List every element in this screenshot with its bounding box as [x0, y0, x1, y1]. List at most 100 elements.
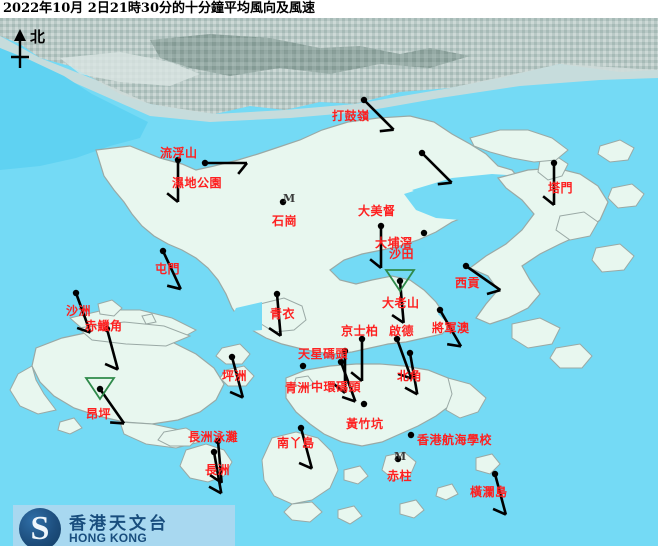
wind-barb-tuen-mun: [159, 247, 182, 291]
cheung-chau-north: [157, 427, 201, 447]
barb-tick: [166, 192, 179, 204]
station-dot: [418, 149, 426, 157]
barb-tick: [229, 390, 244, 399]
wind-barb-stanley: [394, 455, 402, 463]
tuen-mun-bay: [130, 260, 186, 284]
station-label-tuen-mun: 屯門: [155, 262, 181, 276]
barb-shaft: [98, 388, 126, 425]
map-geography: [0, 18, 658, 525]
station-dot: [358, 335, 366, 343]
barb-shaft: [438, 309, 463, 348]
barb-tick: [446, 342, 462, 348]
barb-shaft: [161, 250, 182, 290]
station-dot: [341, 347, 349, 355]
wind-barb-tai-po-kau: [369, 222, 385, 270]
wind-barb-kai-tak: [393, 335, 413, 380]
lantau-sw-tail: [9, 365, 57, 415]
wind-barb-ta-kwu-ling: [360, 96, 395, 133]
ne-island-2: [607, 183, 645, 209]
hko-swirl-logo-icon: [19, 508, 61, 546]
north-arrow-icon: [11, 29, 29, 68]
station-label-kai-tak: 啟德: [389, 324, 415, 338]
barb-shaft: [465, 264, 502, 292]
station-dot: [299, 362, 307, 370]
islet-se-b: [337, 505, 363, 525]
south-island-small: [343, 465, 369, 485]
mainland-coast-fringe: [0, 36, 658, 122]
wind-barb-kings-park: [350, 335, 366, 383]
station-label-sha-tin: 沙田: [389, 247, 415, 261]
station-dot: [406, 349, 414, 357]
waglan-island: [475, 453, 501, 475]
barb-tick: [110, 421, 125, 425]
ne-island-1: [597, 139, 635, 163]
barb-tick: [379, 128, 394, 133]
wind-barb-layer: [72, 96, 558, 516]
station-label-ta-kwu-ling: 打鼓嶺: [332, 109, 370, 123]
barb-tick: [268, 326, 282, 337]
barb-tick: [397, 372, 412, 380]
station-dot: [420, 229, 428, 237]
station-dot: [360, 96, 368, 104]
wind-barb-central-pier: [337, 358, 357, 403]
wind-barb-peng-chau: [228, 353, 245, 399]
page-title: 2022年10月 2日21時30分的十分鐘平均風向及風速: [0, 0, 658, 18]
station-dot: [394, 455, 402, 463]
barb-tick: [486, 288, 501, 296]
islet-sw-a: [57, 417, 83, 435]
wind-barb-ngong-ping: [96, 385, 126, 425]
station-label-green-island: 青洲: [285, 381, 311, 395]
barb-tick: [369, 258, 382, 270]
station-dot: [377, 222, 385, 230]
barb-shaft: [216, 440, 223, 483]
station-label-stanley: 赤柱: [387, 469, 413, 483]
wind-barb-lamma-island: [297, 424, 314, 470]
station-label-tap-mun: 塔門: [548, 181, 574, 195]
barb-tick: [542, 195, 555, 207]
mainland-urban-light: [60, 52, 200, 86]
station-dot: [360, 400, 368, 408]
wind-barb-sha-tin: [420, 229, 428, 237]
station-label-cheung-chau: 長洲: [205, 463, 231, 477]
station-dot: [174, 156, 182, 164]
wind-barb-chek-lap-kok: [103, 325, 120, 371]
station-label-central-pier: 中環碼頭: [311, 380, 362, 394]
barb-tick: [237, 162, 249, 175]
plover-cove-peninsula: [469, 129, 569, 163]
rambler-channel: [230, 302, 262, 332]
station-dot: [201, 159, 209, 167]
sha-chau-island: [97, 299, 123, 317]
wind-barb-wong-chuk-hang: [360, 400, 368, 408]
barb-tick: [437, 181, 452, 186]
hko-logo-chinese: 香港天文台: [69, 514, 169, 534]
marker-shek-kong-m: M: [283, 192, 296, 205]
station-label-wong-chuk-hang: 黃竹坑: [346, 417, 384, 431]
wind-barb-tates-cairn: [391, 277, 405, 324]
barb-tick: [208, 485, 222, 495]
barb-shaft: [493, 473, 508, 515]
station-label-tseung-kwan-o: 將軍澳: [432, 321, 470, 335]
wind-barb-sha-chau: [72, 289, 92, 334]
north-label: 北: [30, 28, 46, 46]
barb-shaft: [398, 280, 405, 323]
barb-shaft: [230, 356, 245, 398]
station-dot: [72, 289, 80, 297]
green-island: [293, 375, 315, 389]
barb-tick: [166, 284, 182, 291]
station-label-peng-chau: 坪洲: [222, 369, 248, 383]
anemometer-triangle-ngong-ping: [84, 377, 116, 401]
barb-shaft: [421, 152, 453, 184]
station-dot: [103, 325, 111, 333]
station-dot: [210, 448, 218, 456]
new-territories-landmass: [95, 115, 521, 355]
stanley-peninsula: [381, 451, 417, 481]
barb-shaft: [212, 451, 223, 494]
station-label-north-point: 北角: [397, 369, 423, 383]
wind-barb-hk-sea-school: [407, 431, 415, 439]
station-label-lau-fau-shan: 流浮山: [160, 146, 198, 160]
station-dot: [462, 262, 470, 270]
hko-logo-english: HONG KONG OBSERVATORY: [69, 531, 162, 546]
station-label-tai-po-kau: 大埔滘: [375, 236, 413, 250]
station-dot: [297, 424, 305, 432]
